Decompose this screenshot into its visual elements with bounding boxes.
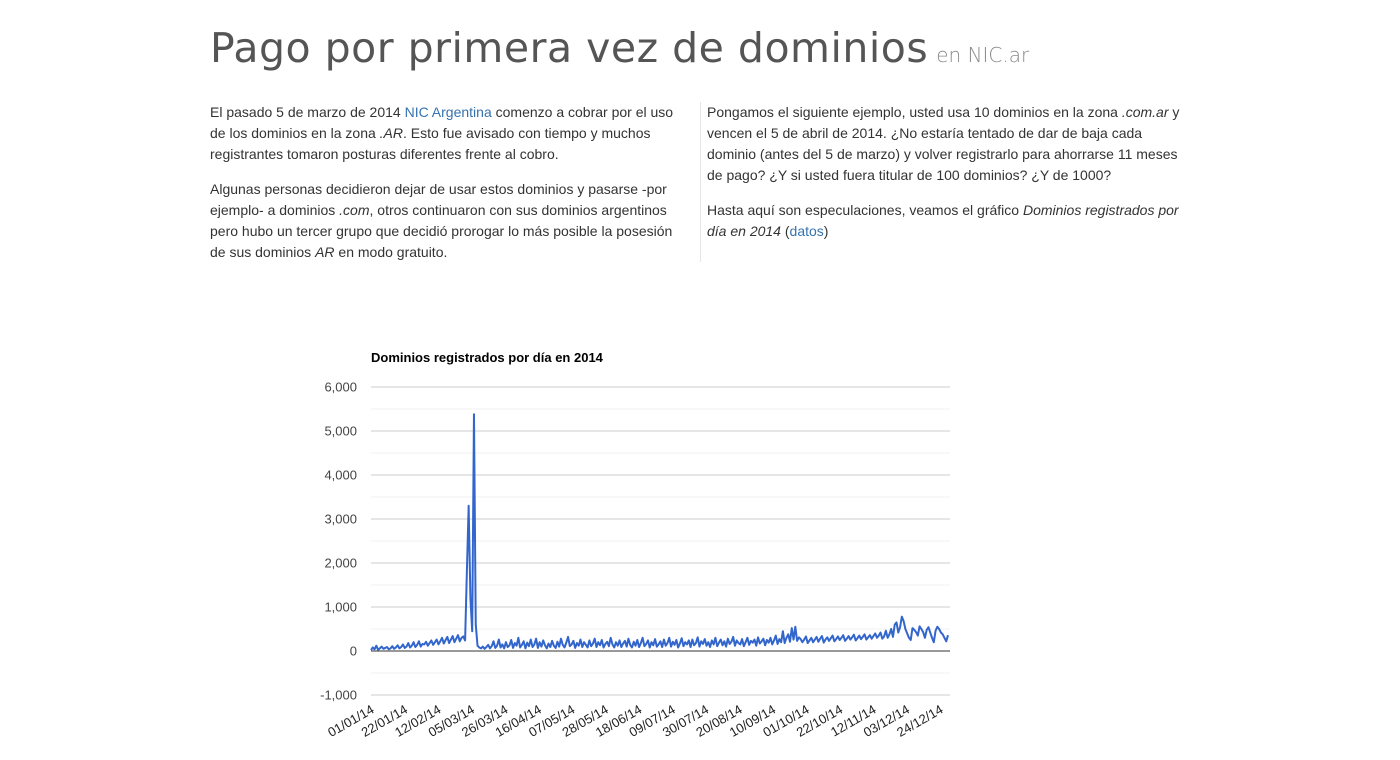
- datos-link[interactable]: datos: [789, 223, 824, 239]
- y-tick-label: 4,000: [324, 468, 357, 483]
- right-column: Pongamos el siguiente ejemplo, usted usa…: [707, 102, 1187, 256]
- series-line: [370, 413, 949, 651]
- y-tick-label: 6,000: [324, 380, 357, 395]
- emphasis-ar: .AR: [379, 125, 404, 141]
- left-column: El pasado 5 de marzo de 2014 NIC Argenti…: [210, 102, 690, 277]
- emphasis-ar: AR: [315, 244, 335, 260]
- text-segment: (: [780, 223, 790, 239]
- gridlines: [371, 386, 950, 696]
- y-tick-label: 1,000: [324, 600, 357, 615]
- emphasis-com-ar: .com.ar: [1121, 104, 1169, 120]
- text-segment: y vencen el 5 de abril de 2014. ¿No esta…: [707, 104, 1180, 183]
- y-tick-label: -1,000: [320, 688, 357, 703]
- y-tick-label: 2,000: [324, 556, 357, 571]
- page-subtitle: en NIC.ar: [936, 43, 1030, 67]
- text-segment: Pongamos el siguiente ejemplo, usted usa…: [707, 104, 1122, 120]
- column-divider: [700, 102, 701, 262]
- y-tick-label: 5,000: [324, 424, 357, 439]
- text-segment: Algunas personas decidieron dejar de usa…: [210, 181, 667, 218]
- text-segment: El pasado 5 de marzo de 2014: [210, 104, 405, 120]
- y-tick-label: 3,000: [324, 512, 357, 527]
- text-segment: comenzo a cobrar por el uso de los domin…: [210, 104, 674, 141]
- text-segment: , otros continuaron con sus dominios arg…: [210, 202, 673, 260]
- page-title: Pago por primera vez de dominios: [210, 24, 929, 72]
- page-header: Pago por primera vez de dominios en NIC.a…: [210, 24, 1029, 72]
- text-segment: Hasta aquí son especulaciones, veamos el…: [707, 202, 1023, 218]
- left-paragraph-1: El pasado 5 de marzo de 2014 NIC Argenti…: [210, 102, 690, 165]
- emphasis-com: .com: [339, 202, 370, 218]
- right-paragraph-2: Hasta aquí son especulaciones, veamos el…: [707, 200, 1187, 242]
- text-segment: . Esto fue avisado con tiempo y muchos r…: [210, 125, 651, 162]
- x-axis-ticks: 01/01/1422/01/1412/02/1405/03/1426/03/14…: [325, 702, 945, 740]
- y-tick-label: 0: [350, 644, 357, 659]
- nic-argentina-link[interactable]: NIC Argentina: [404, 104, 492, 120]
- left-paragraph-2: Algunas personas decidieron dejar de usa…: [210, 179, 690, 263]
- text-segment: en modo gratuito.: [334, 244, 448, 260]
- chart-title: Dominios registrados por día en 2014: [371, 350, 604, 365]
- right-paragraph-1: Pongamos el siguiente ejemplo, usted usa…: [707, 102, 1187, 186]
- emphasis-chart-name: Dominios registrados por día en 2014: [707, 202, 1179, 239]
- line-chart: Dominios registrados por día en 2014 6,0…: [320, 350, 950, 740]
- y-axis-ticks: 6,000 5,000 4,000 3,000 2,000 1,000 0 -1,000: [320, 380, 357, 703]
- text-segment: ): [823, 223, 829, 239]
